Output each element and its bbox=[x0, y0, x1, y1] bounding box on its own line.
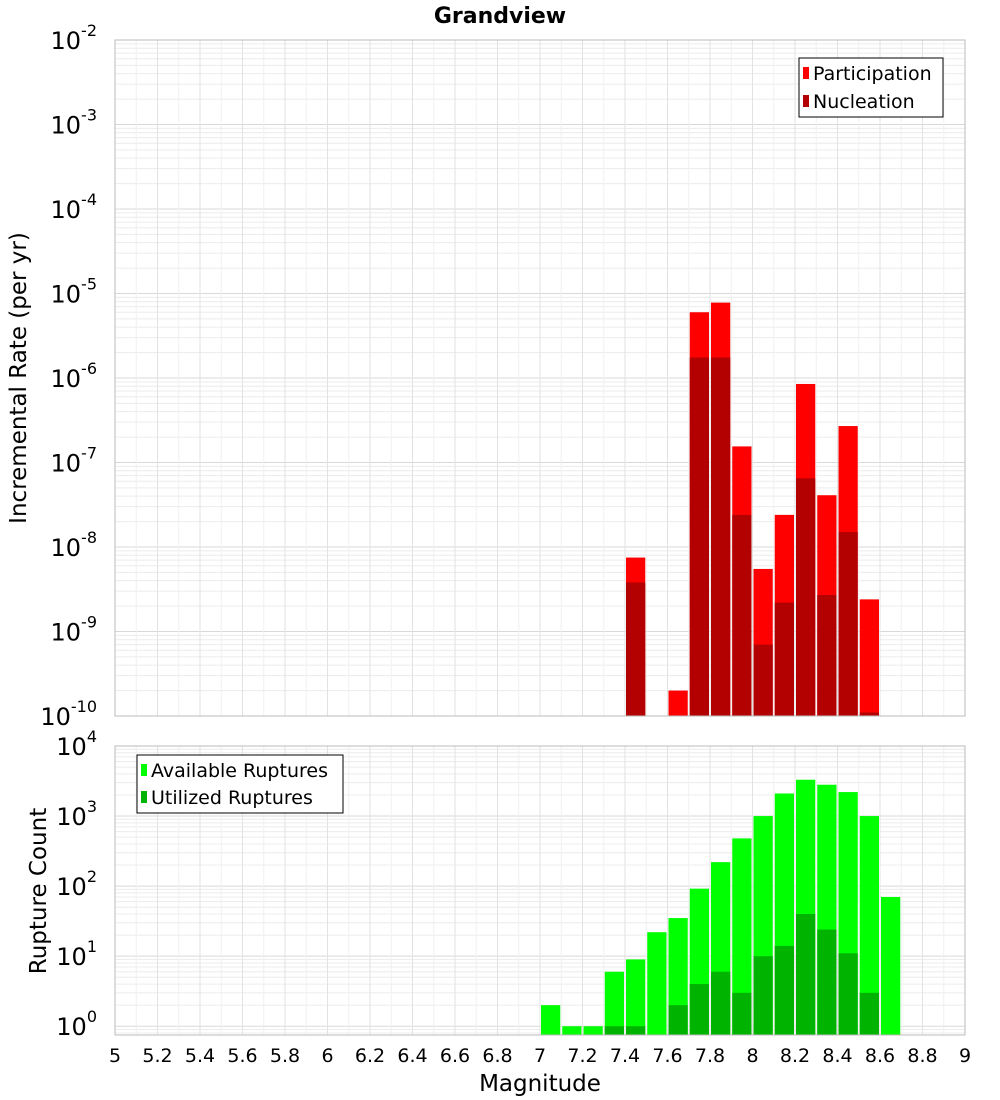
x-tick-label: 8.2 bbox=[780, 1045, 810, 1067]
x-tick-label: 8.4 bbox=[822, 1045, 852, 1067]
x-tick-label: 7.4 bbox=[610, 1045, 640, 1067]
nucleation-bar bbox=[859, 712, 879, 716]
y-tick-label: 10-5 bbox=[51, 275, 98, 309]
x-tick-label: 5 bbox=[109, 1045, 121, 1067]
x-tick-label: 5.8 bbox=[270, 1045, 300, 1067]
utilized-ruptures-bar bbox=[796, 914, 816, 1035]
legend-label-nucleation: Nucleation bbox=[813, 91, 915, 113]
x-tick-label: 7.8 bbox=[695, 1045, 725, 1067]
y-tick-label: 10-9 bbox=[51, 613, 98, 647]
x-tick-label: 6.6 bbox=[440, 1045, 470, 1067]
utilized-ruptures-bar bbox=[838, 953, 858, 1035]
utilized-ruptures-bar bbox=[859, 992, 879, 1035]
y-tick-label: 101 bbox=[56, 937, 97, 971]
x-tick-label: 6.4 bbox=[397, 1045, 427, 1067]
y-tick-label: 100 bbox=[56, 1007, 97, 1041]
utilized-ruptures-bar bbox=[604, 1026, 624, 1035]
top-y-ticks: 10-2 10-3 10-4 10-5 10-6 10-7 10-8 10-9 10-10 bbox=[40, 21, 97, 731]
y-tick-label: 10-7 bbox=[51, 444, 98, 478]
utilized-ruptures-bar bbox=[732, 992, 752, 1035]
y-tick-label: 102 bbox=[56, 867, 97, 901]
available-ruptures-bar bbox=[541, 1005, 561, 1035]
legend-swatch-utilized bbox=[141, 791, 147, 803]
y-tick-label: 10-3 bbox=[51, 106, 98, 140]
nucleation-bar bbox=[626, 582, 646, 716]
utilized-ruptures-bar bbox=[668, 1005, 688, 1035]
top-legend: Participation Nucleation bbox=[798, 57, 944, 118]
x-tick-label: 6 bbox=[321, 1045, 333, 1067]
utilized-ruptures-bar bbox=[753, 956, 773, 1035]
top-panel: 10-2 10-3 10-4 10-5 10-6 10-7 10-8 10-9 10-10 In… bbox=[6, 21, 966, 731]
utilized-ruptures-bar bbox=[689, 984, 709, 1035]
bottom-bars bbox=[541, 779, 901, 1035]
bottom-y-axis-label: Rupture Count bbox=[26, 808, 52, 974]
x-tick-label: 7.2 bbox=[567, 1045, 597, 1067]
top-legend-box bbox=[798, 57, 944, 118]
x-ticks: 5 5.2 5.4 5.6 5.8 6 6.2 6.4 6.6 6.8 7 7.2 7.4 7.6 7.8 8… bbox=[109, 1045, 971, 1067]
nucleation-bar bbox=[689, 357, 709, 716]
y-tick-label: 10-2 bbox=[51, 21, 98, 55]
available-ruptures-bar bbox=[732, 838, 752, 1035]
nucleation-bar bbox=[817, 595, 837, 716]
x-tick-label: 7 bbox=[534, 1045, 546, 1067]
chart-title: Grandview bbox=[434, 4, 566, 29]
top-bars bbox=[626, 302, 879, 716]
x-tick-label: 9 bbox=[959, 1045, 971, 1067]
top-y-axis-label: Incremental Rate (per yr) bbox=[6, 232, 32, 524]
x-tick-label: 6.2 bbox=[355, 1045, 385, 1067]
x-tick-label: 6.8 bbox=[482, 1045, 512, 1067]
y-tick-label: 104 bbox=[56, 727, 97, 761]
x-tick-label: 5.6 bbox=[227, 1045, 257, 1067]
bottom-y-ticks: 104 103 102 101 100 bbox=[56, 727, 97, 1041]
bottom-panel: 104 103 102 101 100 5 5.2 5.4 5.6 5.8 6 6.2 6.4 6.6 6… bbox=[26, 727, 971, 1097]
nucleation-bar bbox=[732, 514, 752, 716]
available-ruptures-bar bbox=[859, 816, 879, 1035]
nucleation-bar bbox=[753, 644, 773, 716]
y-tick-label: 10-10 bbox=[40, 697, 97, 731]
available-ruptures-bar bbox=[562, 1026, 582, 1035]
nucleation-bar bbox=[711, 357, 731, 716]
legend-label-available: Available Ruptures bbox=[151, 760, 328, 782]
legend-label-utilized: Utilized Ruptures bbox=[151, 787, 313, 809]
utilized-ruptures-bar bbox=[774, 945, 794, 1035]
participation-bar bbox=[668, 690, 688, 716]
y-tick-label: 10-6 bbox=[51, 359, 98, 393]
participation-bar bbox=[859, 599, 879, 716]
nucleation-bar bbox=[838, 532, 858, 716]
legend-swatch-available bbox=[141, 764, 147, 776]
available-ruptures-bar bbox=[647, 932, 667, 1035]
available-ruptures-bar bbox=[881, 896, 901, 1035]
bottom-plot-frame bbox=[114, 745, 966, 1036]
x-tick-label: 5.4 bbox=[185, 1045, 215, 1067]
nucleation-bar bbox=[774, 602, 794, 716]
x-tick-label: 8.8 bbox=[907, 1045, 937, 1067]
utilized-ruptures-bar bbox=[711, 971, 731, 1035]
x-tick-label: 8.6 bbox=[865, 1045, 895, 1067]
legend-swatch-participation bbox=[803, 67, 809, 79]
x-tick-label: 5.2 bbox=[142, 1045, 172, 1067]
legend-swatch-nucleation bbox=[803, 95, 809, 107]
available-ruptures-bar bbox=[583, 1026, 603, 1035]
bottom-legend-box bbox=[136, 754, 344, 814]
available-ruptures-bar bbox=[604, 971, 624, 1035]
x-tick-label: 8 bbox=[746, 1045, 758, 1067]
utilized-ruptures-bar bbox=[817, 929, 837, 1035]
y-tick-label: 10-8 bbox=[51, 528, 98, 562]
x-axis-label: Magnitude bbox=[479, 1071, 601, 1097]
top-plot-frame bbox=[114, 39, 966, 717]
available-ruptures-bar bbox=[626, 959, 646, 1035]
x-tick-label: 7.6 bbox=[652, 1045, 682, 1067]
utilized-ruptures-bar bbox=[626, 1026, 646, 1035]
y-tick-label: 10-4 bbox=[51, 190, 98, 224]
y-tick-label: 103 bbox=[56, 797, 97, 831]
nucleation-bar bbox=[796, 478, 816, 716]
legend-label-participation: Participation bbox=[813, 63, 932, 85]
bottom-legend: Available Ruptures Utilized Ruptures bbox=[136, 754, 344, 814]
top-grid bbox=[114, 39, 966, 717]
